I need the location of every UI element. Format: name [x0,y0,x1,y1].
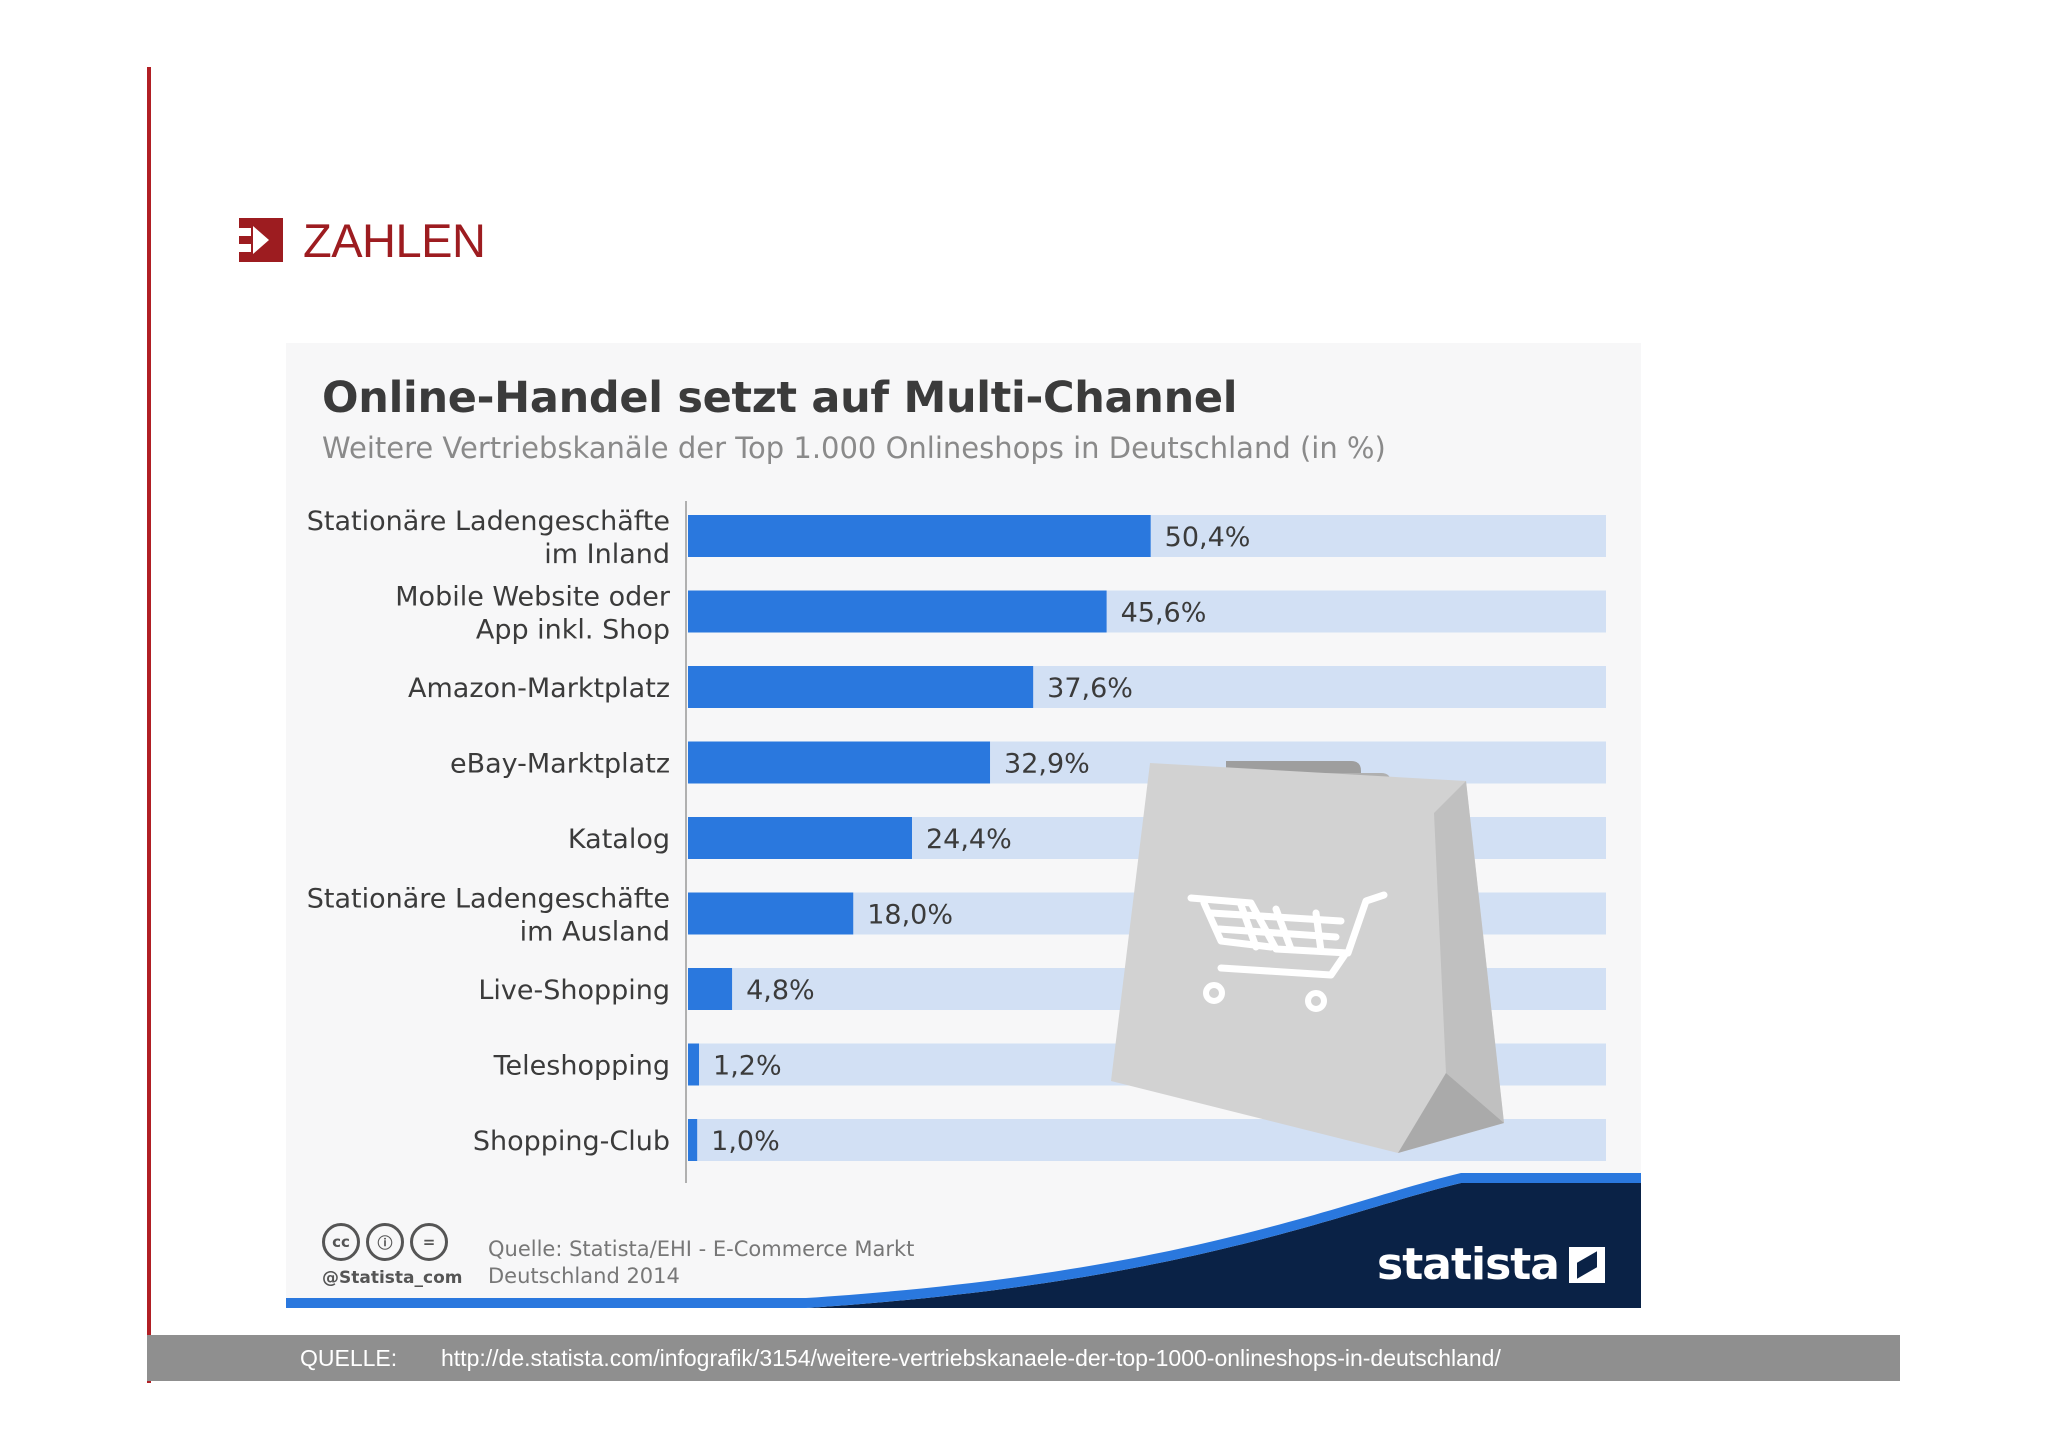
no-derivatives-icon: = [410,1223,448,1261]
bar [688,515,1151,557]
category-label: App inkl. Shop [476,615,670,646]
source-line-1: Quelle: Statista/EHI - E-Commerce Markt [488,1237,915,1261]
statista-mark-icon [1569,1246,1605,1283]
category-label: Katalog [568,824,670,855]
chart-title: Online-Handel setzt auf Multi-Channel [322,373,1238,423]
bar [688,892,854,935]
bar [688,968,733,1010]
shopping-bag-icon [1111,761,1504,1153]
category-label: eBay-Marktplatz [450,749,670,780]
attribution-icon: ⓘ [366,1223,404,1261]
bar [688,1119,698,1161]
source-bar: QUELLE: http://de.statista.com/infografi… [147,1335,1900,1381]
bar-value-label: 1,0% [711,1126,780,1157]
source-label: QUELLE: [300,1345,398,1371]
license-icons: cc ⓘ = [322,1223,448,1261]
bar-value-label: 24,4% [926,824,1012,855]
statista-logo: statista [1377,1239,1605,1290]
statista-handle: @Statista_com [322,1268,463,1288]
category-label: im Inland [544,539,670,570]
cc-icon: cc [322,1223,360,1261]
section-title: ZAHLEN [303,213,486,267]
category-label: Stationäre Ladengeschäfte [307,506,670,537]
category-label: Teleshopping [493,1051,670,1082]
bar [688,817,912,859]
chart-source: Quelle: Statista/EHI - E-Commerce Markt … [488,1236,988,1290]
bar [688,741,991,784]
section-logo-icon [239,218,283,262]
category-label: Stationäre Ladengeschäfte [307,884,670,915]
bar-value-label: 37,6% [1047,673,1133,704]
footer-swoosh [806,1183,1641,1308]
category-label: Live-Shopping [478,975,670,1006]
category-label: Amazon-Marktplatz [408,673,670,704]
left-accent-line [147,67,151,1383]
bar-value-label: 45,6% [1121,598,1207,629]
source-url: http://de.statista.com/infografik/3154/w… [441,1345,1501,1371]
source-line-2: Deutschland 2014 [488,1264,680,1288]
chart-subtitle: Weitere Vertriebskanäle der Top 1.000 On… [322,431,1386,465]
category-label: Shopping-Club [473,1126,670,1157]
bar-value-label: 18,0% [867,900,953,931]
bar-value-label: 1,2% [713,1051,782,1082]
bar [688,666,1034,708]
statista-wordmark: statista [1377,1239,1560,1290]
category-label: im Ausland [520,917,670,948]
bar [688,1043,700,1086]
bar [688,590,1107,633]
bar-value-label: 32,9% [1004,749,1090,780]
category-label: Mobile Website oder [395,582,671,613]
bar-value-label: 4,8% [746,975,815,1006]
infographic-card: Online-Handel setzt auf Multi-Channel We… [286,343,1641,1308]
section-header: ZAHLEN [239,210,486,270]
bar-value-label: 50,4% [1165,522,1251,553]
